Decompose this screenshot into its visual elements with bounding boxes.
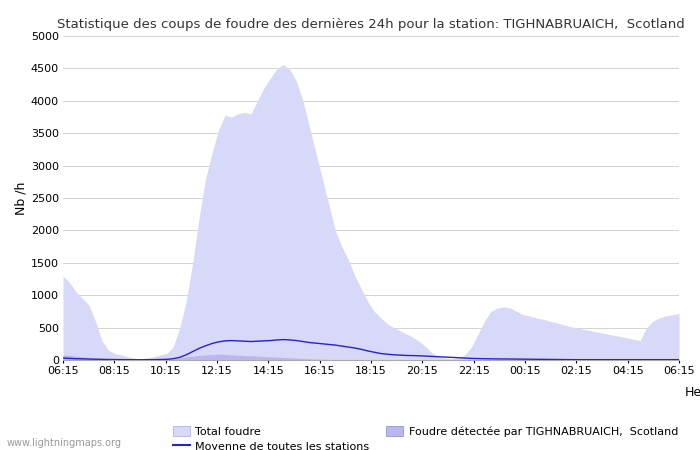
Text: www.lightningmaps.org: www.lightningmaps.org bbox=[7, 438, 122, 448]
Legend: Total foudre, Moyenne de toutes les stations, Foudre détectée par TIGHNABRUAICH,: Total foudre, Moyenne de toutes les stat… bbox=[174, 426, 678, 450]
Y-axis label: Nb /h: Nb /h bbox=[15, 181, 28, 215]
Title: Statistique des coups de foudre des dernières 24h pour la station: TIGHNABRUAICH: Statistique des coups de foudre des dern… bbox=[57, 18, 685, 31]
Text: Heure: Heure bbox=[685, 386, 700, 399]
